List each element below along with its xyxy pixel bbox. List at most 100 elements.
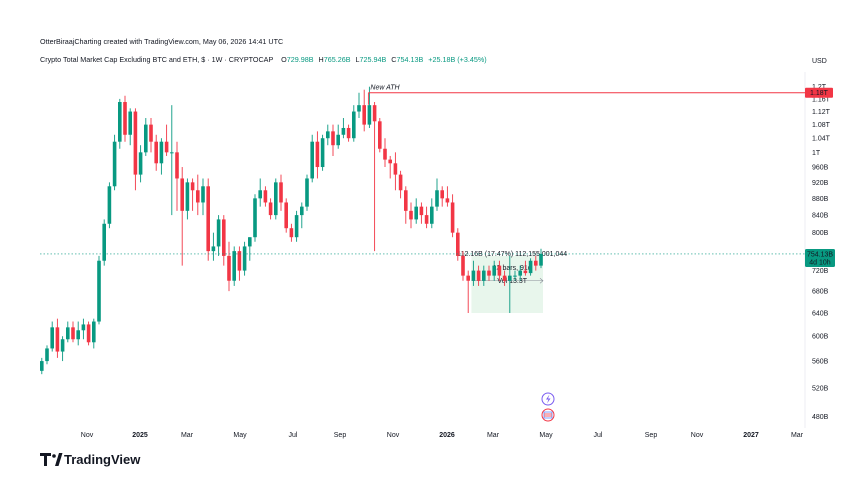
- candle[interactable]: [159, 138, 164, 175]
- candle[interactable]: [315, 131, 320, 179]
- candle[interactable]: [523, 260, 528, 276]
- candle[interactable]: [107, 182, 112, 229]
- candle[interactable]: [346, 124, 351, 142]
- ath-price-badge[interactable]: [805, 87, 833, 98]
- candle[interactable]: [211, 232, 216, 261]
- candle[interactable]: [424, 206, 429, 229]
- candle[interactable]: [190, 178, 195, 211]
- candle[interactable]: [92, 318, 96, 349]
- candle[interactable]: [466, 270, 470, 314]
- candle[interactable]: [216, 215, 221, 256]
- candle[interactable]: [341, 118, 346, 139]
- candle[interactable]: [60, 336, 65, 362]
- candle[interactable]: [508, 255, 512, 314]
- candle[interactable]: [461, 251, 465, 281]
- candle[interactable]: [180, 167, 184, 266]
- candle[interactable]: [50, 321, 54, 352]
- candle[interactable]: [404, 186, 408, 224]
- candle[interactable]: [409, 202, 413, 229]
- candle[interactable]: [487, 265, 491, 281]
- candle[interactable]: [502, 270, 507, 286]
- candle[interactable]: [331, 124, 335, 156]
- candle[interactable]: [294, 210, 299, 242]
- candle[interactable]: [258, 178, 262, 207]
- tradingview-logo[interactable]: TradingView: [40, 452, 141, 467]
- candle[interactable]: [435, 178, 439, 211]
- candle[interactable]: [112, 134, 117, 191]
- candle[interactable]: [170, 105, 174, 216]
- candle[interactable]: [118, 98, 122, 149]
- candle[interactable]: [289, 223, 294, 242]
- candle[interactable]: [40, 357, 44, 375]
- candle[interactable]: [201, 178, 205, 216]
- price-axis[interactable]: 1.2T 1.16T 1.12T 1.08T 1.04T 1T 960B 920B 880B 84…: [812, 84, 831, 421]
- candle[interactable]: [419, 202, 424, 224]
- candle[interactable]: [102, 219, 106, 266]
- candle[interactable]: [45, 345, 49, 365]
- candle[interactable]: [97, 255, 101, 325]
- candle[interactable]: [497, 260, 502, 281]
- candle[interactable]: [248, 237, 252, 261]
- candle[interactable]: [164, 124, 169, 156]
- candle[interactable]: [445, 186, 450, 207]
- candle[interactable]: [232, 246, 236, 286]
- event-icons[interactable]: [541, 392, 555, 422]
- measure-tool[interactable]: 112.16B (17.47%) 112,155,001,044 13 bars,…: [457, 251, 567, 314]
- candle[interactable]: [450, 194, 455, 238]
- candle[interactable]: [66, 321, 70, 343]
- candle[interactable]: [430, 198, 434, 229]
- candle[interactable]: [253, 194, 257, 242]
- candle[interactable]: [175, 141, 179, 211]
- candle[interactable]: [196, 174, 200, 216]
- candle[interactable]: [528, 258, 533, 276]
- candle[interactable]: [372, 102, 377, 252]
- candle[interactable]: [284, 198, 288, 233]
- candle[interactable]: [367, 86, 372, 128]
- candle[interactable]: [513, 270, 517, 281]
- candle[interactable]: [414, 198, 418, 224]
- candle[interactable]: [81, 318, 86, 340]
- time-axis[interactable]: Nov 2025 Mar May Jul Sep Nov 2026 Mar May Jul Sep No…: [81, 432, 804, 439]
- candles[interactable]: [40, 86, 543, 375]
- candle[interactable]: [138, 145, 143, 183]
- candle[interactable]: [242, 241, 247, 276]
- candle[interactable]: [263, 186, 268, 207]
- candle[interactable]: [378, 118, 382, 153]
- candle[interactable]: [388, 155, 392, 179]
- candle[interactable]: [456, 228, 460, 261]
- candle[interactable]: [154, 134, 158, 171]
- candle[interactable]: [326, 124, 330, 146]
- candle[interactable]: [383, 138, 387, 168]
- candle[interactable]: [71, 321, 75, 343]
- candle[interactable]: [123, 95, 127, 142]
- candle[interactable]: [133, 108, 138, 191]
- candle[interactable]: [185, 178, 190, 220]
- candle[interactable]: [352, 105, 356, 142]
- candle[interactable]: [310, 134, 314, 183]
- candle[interactable]: [440, 186, 444, 207]
- candle[interactable]: [393, 152, 398, 191]
- candle[interactable]: [398, 170, 403, 199]
- candle[interactable]: [471, 260, 476, 286]
- candle[interactable]: [362, 89, 366, 132]
- candle[interactable]: [222, 215, 226, 266]
- candle[interactable]: [279, 174, 283, 211]
- candle[interactable]: [305, 174, 309, 211]
- candle[interactable]: [357, 92, 361, 119]
- candle[interactable]: [320, 134, 325, 171]
- candle[interactable]: [300, 202, 304, 229]
- candle[interactable]: [149, 118, 153, 153]
- candle[interactable]: [274, 178, 278, 220]
- candle[interactable]: [55, 318, 60, 358]
- candle[interactable]: [227, 241, 231, 292]
- candle[interactable]: [128, 108, 132, 146]
- candle[interactable]: [539, 248, 543, 269]
- candle[interactable]: [268, 198, 273, 220]
- candle[interactable]: [492, 260, 496, 281]
- candle[interactable]: [206, 178, 210, 261]
- candle[interactable]: [86, 321, 91, 346]
- ath-line[interactable]: New ATH 1.18T: [367, 85, 833, 105]
- candle[interactable]: [144, 118, 148, 156]
- current-price-badge[interactable]: [805, 248, 835, 267]
- candle[interactable]: [482, 265, 486, 286]
